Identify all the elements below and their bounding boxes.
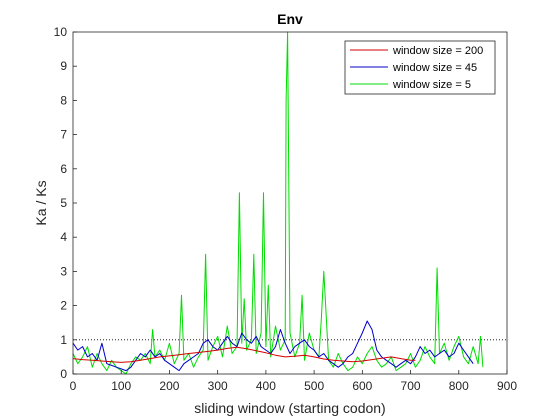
legend-label-1: window size = 45	[392, 62, 477, 74]
y-tick-label-8: 8	[60, 93, 67, 107]
y-tick-label-3: 3	[60, 264, 67, 278]
x-tick-label-4: 400	[256, 379, 276, 393]
y-tick-label-9: 9	[60, 59, 67, 73]
legend-label-0: window size = 200	[392, 45, 483, 57]
legend-label-2: window size = 5	[392, 79, 471, 91]
y-tick-label-0: 0	[60, 367, 67, 381]
x-tick-label-1: 100	[111, 379, 131, 393]
plot-area	[72, 31, 507, 375]
x-tick-label-7: 700	[401, 379, 421, 393]
y-tick-label-1: 1	[60, 333, 67, 347]
legend: window size = 200 window size = 45 windo…	[344, 40, 496, 95]
y-tick-label-6: 6	[60, 162, 67, 176]
x-tick-label-2: 200	[159, 379, 179, 393]
y-tick-label-2: 2	[60, 299, 67, 313]
x-tick-label-3: 300	[208, 379, 228, 393]
y-tick-label-5: 5	[60, 196, 67, 210]
y-tick-label-7: 7	[60, 128, 67, 142]
x-tick-label-9: 900	[497, 379, 517, 393]
x-axis-label: sliding window (starting codon)	[194, 400, 385, 416]
y-axis-label: Ka / Ks	[33, 180, 49, 225]
chart-title: Env	[277, 11, 303, 27]
series-line-1	[72, 320, 474, 372]
x-tick-label-8: 800	[449, 379, 469, 393]
x-tick-label-5: 500	[304, 379, 324, 393]
x-axis-ticks: 0 100 200 300 400 500 600 700 800 900	[70, 370, 517, 393]
y-tick-label-10: 10	[54, 25, 68, 39]
y-tick-label-4: 4	[60, 230, 67, 244]
y-axis-ticks: 0 1 2 3 4 5 6 7 8 9 10	[54, 25, 77, 381]
x-tick-label-6: 600	[352, 379, 372, 393]
x-tick-label-0: 0	[70, 379, 77, 393]
series-line-0	[72, 346, 416, 363]
